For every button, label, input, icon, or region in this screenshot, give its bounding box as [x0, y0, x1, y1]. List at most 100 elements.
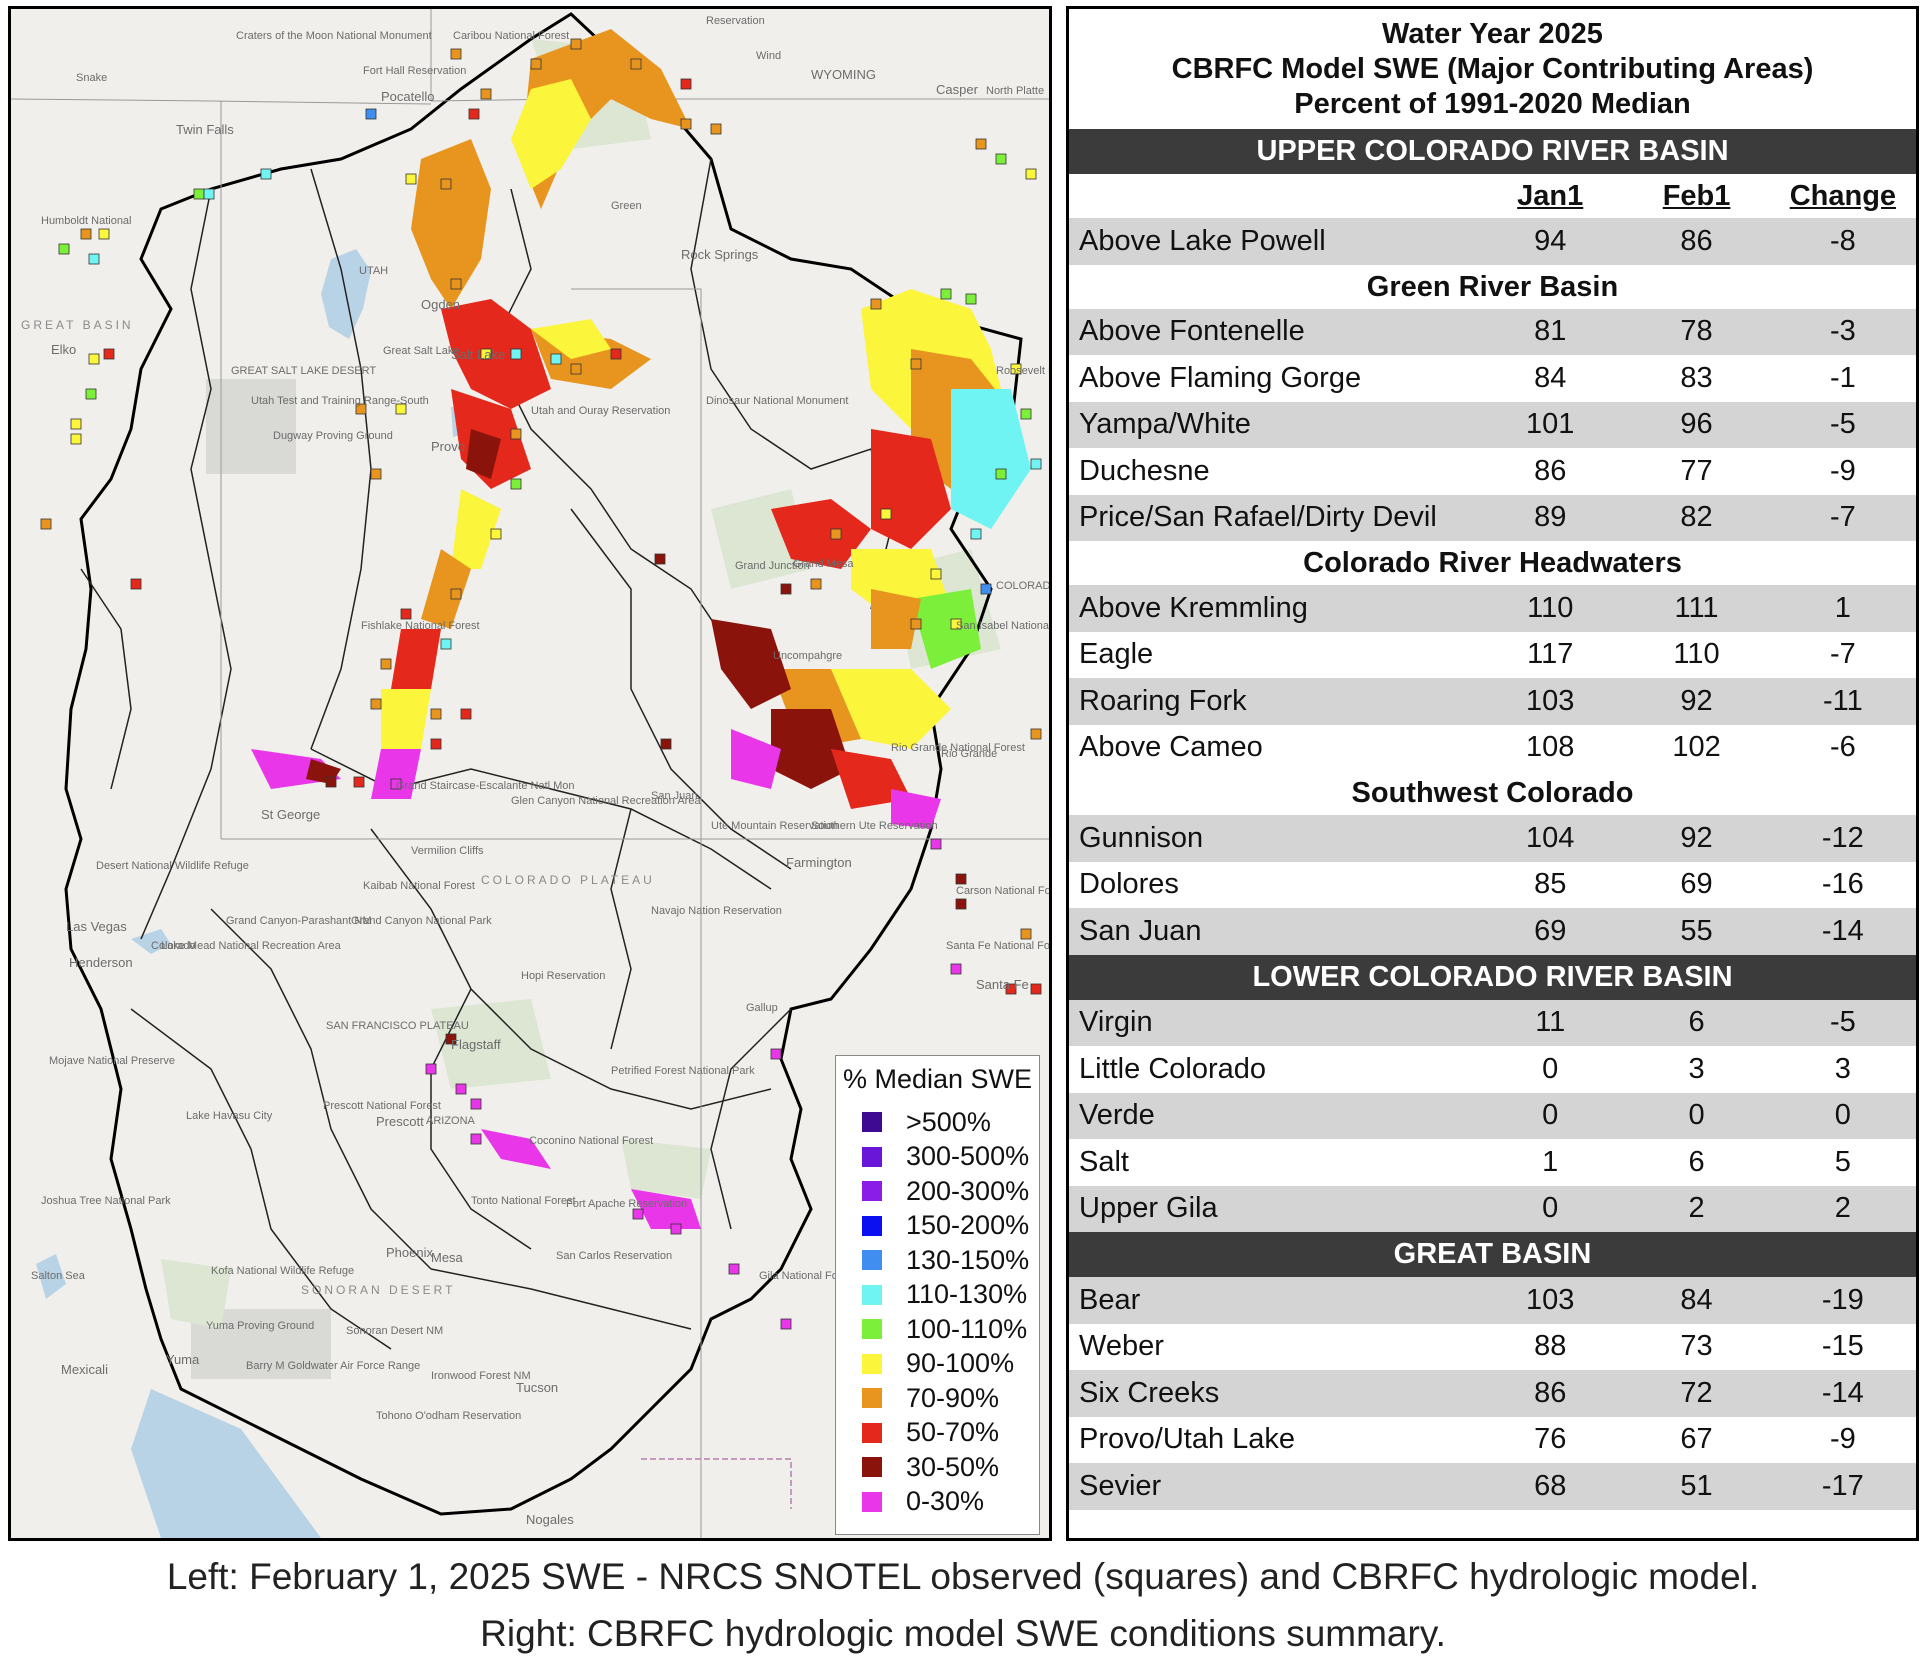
feb1-value: 51: [1680, 1469, 1713, 1502]
feb1-value: 110: [1673, 638, 1720, 671]
map-label: Casper: [936, 82, 979, 97]
map-label: Joshua Tree National Park: [41, 1195, 171, 1207]
feb1-value: 86: [1680, 224, 1713, 257]
legend-label: 70-90%: [906, 1382, 1000, 1413]
map-label: San Carlos Reservation: [556, 1250, 672, 1262]
feb1-value: 82: [1680, 501, 1713, 534]
table-row: Roaring Fork 103 92 -11: [1069, 678, 1916, 725]
basin-name: Above Flaming Gorge: [1079, 361, 1362, 394]
table-title-line: CBRFC Model SWE (Major Contributing Area…: [1171, 53, 1814, 85]
map-label: Kaibab National Forest: [363, 880, 475, 892]
map-label: St George: [261, 807, 320, 822]
swe-map: WYOMING UTAH ARIZONA COLORADO Casper Nor…: [11, 9, 1049, 1538]
map-label: Mojave National Preserve: [49, 1055, 175, 1067]
map-label: North Platte: [986, 85, 1044, 97]
legend-label: >500%: [906, 1106, 991, 1137]
basin-name: Gunnison: [1079, 821, 1204, 854]
map-label: Great Salt Lake: [383, 345, 459, 357]
legend-item: 200-300%: [842, 1174, 1033, 1209]
map-label: Reservation: [706, 15, 765, 27]
legend-item: 50-70%: [842, 1416, 1033, 1451]
legend-label: 90-100%: [906, 1348, 1015, 1379]
map-label: WYOMING: [811, 67, 876, 82]
military-range: [206, 379, 296, 474]
feb1-value: 0: [1688, 1099, 1705, 1132]
map-label: Sonoran Desert NM: [346, 1325, 443, 1337]
legend-swatch: [862, 1353, 882, 1374]
map-label: SONORAN DESERT: [301, 1283, 455, 1297]
table-row: Price/San Rafael/Dirty Devil 89 82 -7: [1069, 494, 1916, 541]
map-legend: % Median SWE >500% 300-500% 200-300% 150-20…: [835, 1055, 1040, 1535]
map-label: Lake Havasu City: [186, 1110, 273, 1122]
legend-item: 130-150%: [842, 1243, 1033, 1278]
change-value: 5: [1834, 1145, 1851, 1178]
jan1-value: 94: [1534, 224, 1567, 257]
place-labels: WYOMING UTAH ARIZONA COLORADO Casper Nor…: [21, 15, 1049, 1527]
feb1-value: 83: [1680, 361, 1713, 394]
basin-name: Six Creeks: [1079, 1376, 1220, 1409]
basin-name: Virgin: [1079, 1006, 1153, 1039]
jan1-value: 84: [1534, 361, 1567, 394]
change-value: 2: [1834, 1192, 1851, 1225]
map-label: Uncompahgre: [773, 650, 842, 662]
map-label: Navajo Nation Reservation: [651, 905, 782, 917]
table-row: Above Cameo 108 102 -6: [1069, 725, 1916, 772]
legend-swatch: [862, 1146, 882, 1167]
legend-swatch: [862, 1491, 882, 1512]
basin-name: Above Lake Powell: [1079, 224, 1326, 257]
map-label: Santa Fe National Forest: [946, 940, 1049, 952]
basin-name: Upper Gila: [1079, 1192, 1218, 1225]
legend-label: 30-50%: [906, 1451, 1000, 1482]
map-label: Las Vegas: [66, 919, 127, 934]
basin-name: Above Kremmling: [1079, 591, 1308, 624]
map-label: Grand Canyon National Park: [351, 915, 492, 927]
map-label: Snake: [76, 72, 107, 84]
legend-swatch: [862, 1422, 882, 1443]
map-label: Gallup: [746, 1002, 778, 1014]
map-label: Grand Canyon-Parashant NM: [226, 915, 372, 927]
map-label: San Juan: [651, 790, 697, 802]
map-label: Mexicali: [61, 1362, 108, 1377]
legend-swatch: [862, 1181, 882, 1202]
map-label: Fishlake National Forest: [361, 620, 480, 632]
swe-map-panel: WYOMING UTAH ARIZONA COLORADO Casper Nor…: [8, 6, 1052, 1541]
table-row: Above Fontenelle 81 78 -3: [1069, 308, 1916, 355]
jan1-value: 86: [1534, 454, 1567, 487]
map-label: Flagstaff: [451, 1037, 501, 1052]
legend-label: 150-200%: [906, 1210, 1030, 1241]
table-row: Above Kremmling 110 111 1: [1069, 585, 1916, 632]
table-row: Duchesne 86 77 -9: [1069, 448, 1916, 495]
legend-item: 110-130%: [842, 1278, 1033, 1313]
swe-summary-table: Water Year 2025 CBRFC Model SWE (Major C…: [1066, 6, 1919, 1541]
map-label: Colorado: [151, 940, 196, 952]
map-label: Green: [611, 200, 642, 212]
jan1-value: 103: [1526, 684, 1575, 717]
table-row: Upper Gila 0 2 2: [1069, 1185, 1916, 1232]
change-value: 0: [1834, 1099, 1851, 1132]
column-header: Change: [1789, 179, 1897, 212]
feb1-value: 78: [1680, 315, 1713, 348]
legend-item: 70-90%: [842, 1381, 1033, 1416]
legend-swatch: [862, 1388, 882, 1409]
feb1-value: 3: [1688, 1052, 1705, 1085]
map-label: Rio Grande National Forest: [891, 742, 1025, 754]
feb1-value: 96: [1680, 408, 1713, 441]
map-label: Pocatello: [381, 89, 434, 104]
jan1-value: 76: [1534, 1423, 1567, 1456]
map-label: Yuma: [166, 1352, 200, 1367]
jan1-value: 0: [1542, 1099, 1559, 1132]
map-label: Elko: [51, 342, 76, 357]
feb1-value: 84: [1680, 1283, 1713, 1316]
legend-swatch: [862, 1457, 882, 1478]
map-label: Desert National Wildlife Refuge: [96, 860, 249, 872]
map-label: Utah Test and Training Range-South: [251, 395, 429, 407]
feb1-value: 55: [1680, 914, 1713, 947]
basin-name: San Juan: [1079, 914, 1202, 947]
table-row: Salt 1 6 5: [1069, 1139, 1916, 1186]
map-label: Glen Canyon National Recreation Area: [511, 795, 701, 807]
map-label: Salton Sea: [31, 1270, 86, 1282]
section-bar: GREAT BASIN: [1069, 1232, 1916, 1277]
map-label: Rock Springs: [681, 247, 759, 262]
map-label: COLORADO: [996, 580, 1049, 592]
map-label: Mesa: [431, 1250, 464, 1265]
